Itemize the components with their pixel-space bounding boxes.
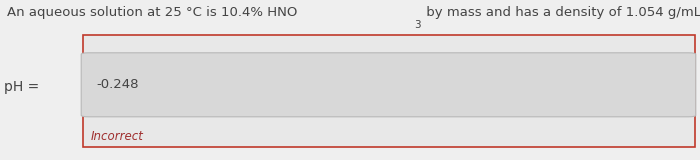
Text: -0.248: -0.248 [97,77,139,91]
FancyBboxPatch shape [83,35,695,147]
Text: Incorrect: Incorrect [90,129,144,143]
Text: 3: 3 [414,20,421,30]
FancyBboxPatch shape [81,53,696,117]
Text: An aqueous solution at 25 °C is 10.4% HNO: An aqueous solution at 25 °C is 10.4% HN… [7,6,298,19]
Text: pH =: pH = [4,80,38,94]
Text: by mass and has a density of 1.054 g/mL. What is the pH of the solution?: by mass and has a density of 1.054 g/mL.… [422,6,700,19]
